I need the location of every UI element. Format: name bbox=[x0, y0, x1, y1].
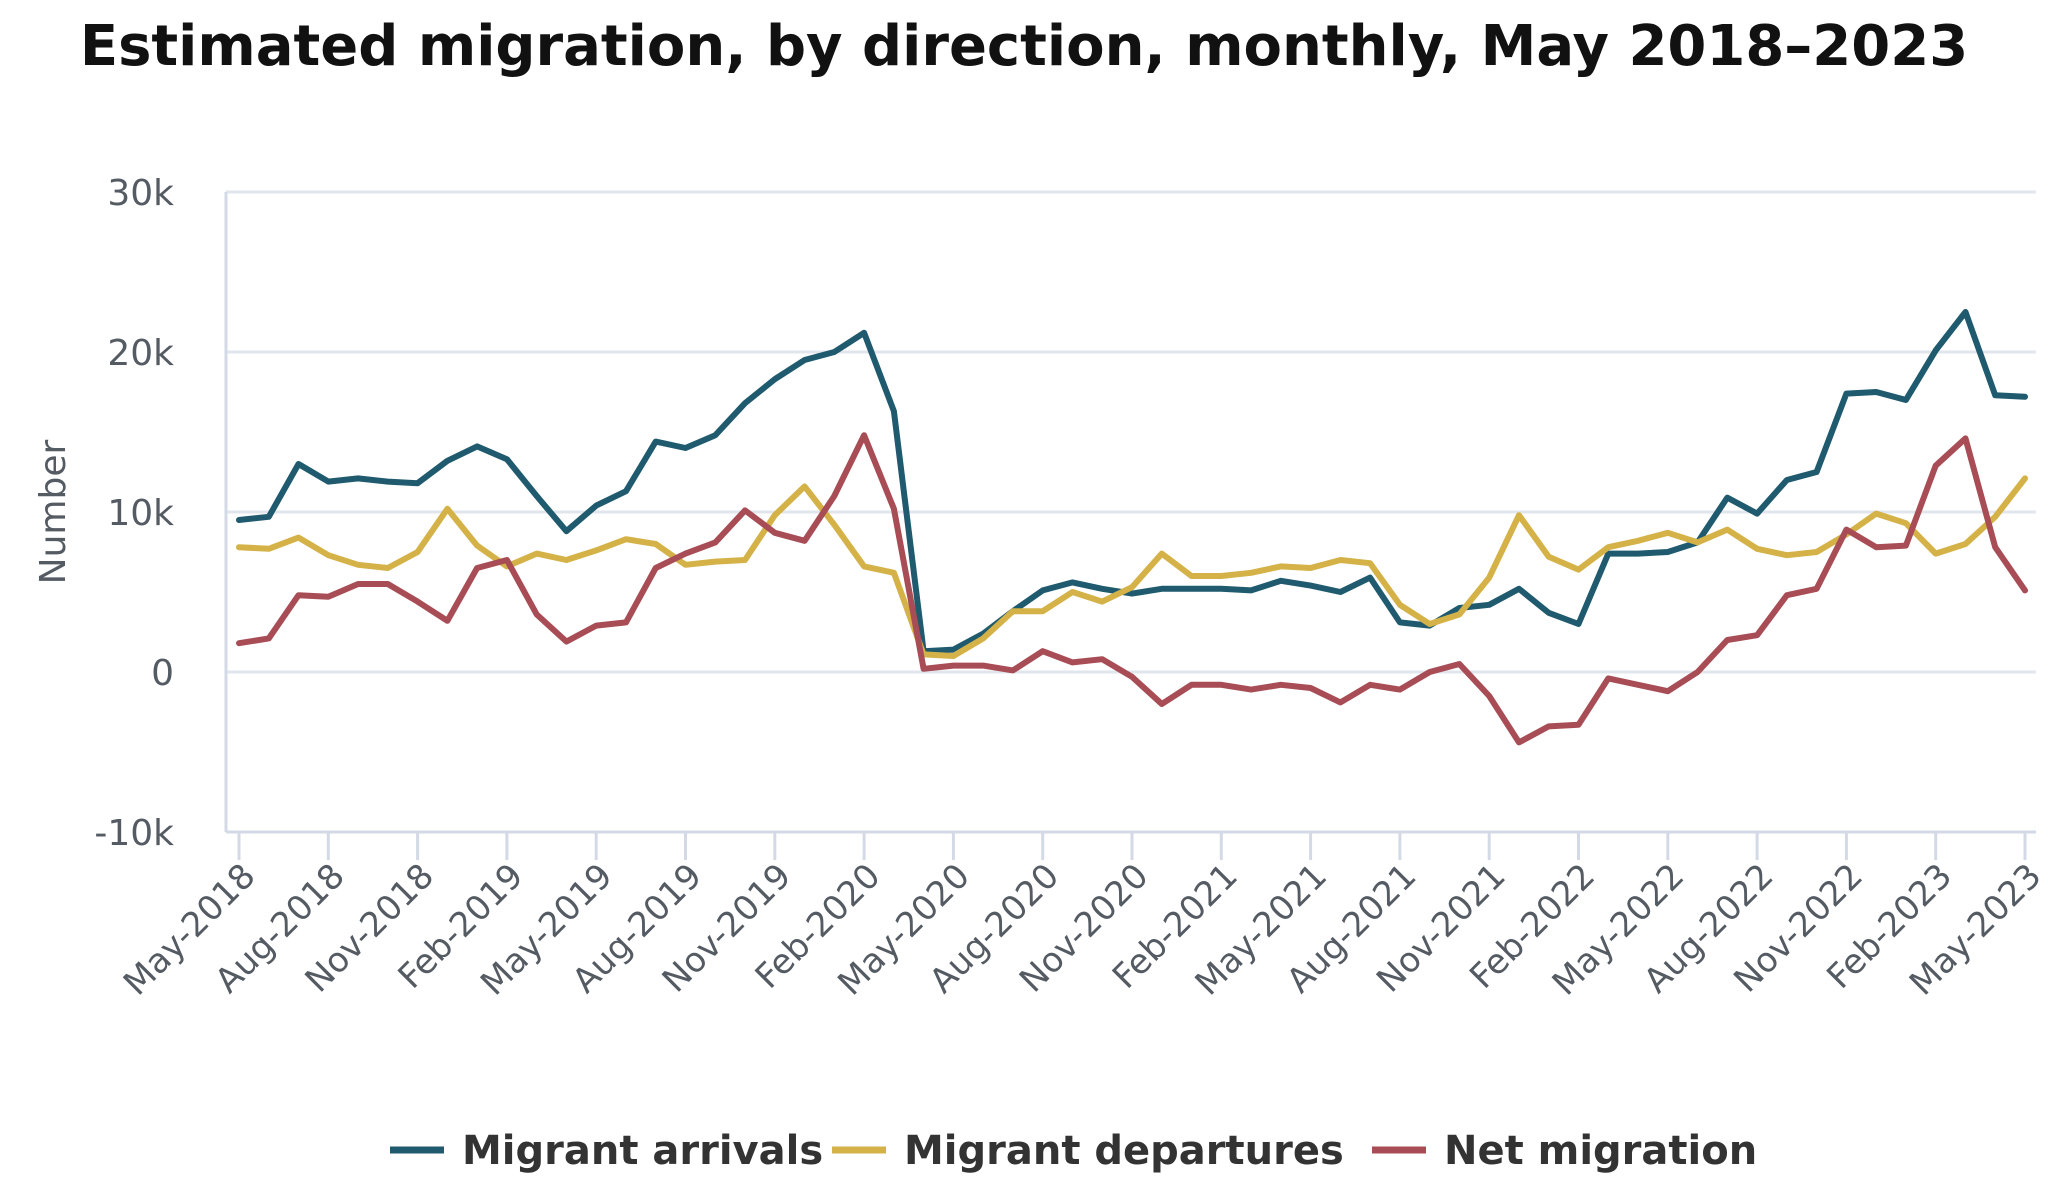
chart-title: Estimated migration, by direction, month… bbox=[79, 14, 1969, 79]
legend-item: Net migration bbox=[1372, 1128, 1757, 1174]
axes: 30k20k10k0-10kMay-2018Aug-2018Nov-2018Fe… bbox=[33, 173, 2048, 1004]
series-line-migrant-departures bbox=[236, 475, 2028, 659]
y-tick-label: -10k bbox=[94, 813, 174, 854]
y-tick-label: 30k bbox=[107, 173, 174, 214]
y-tick-label: 0 bbox=[151, 653, 174, 694]
legend-item: Migrant arrivals bbox=[390, 1128, 823, 1174]
legend-item: Migrant departures bbox=[832, 1128, 1344, 1174]
y-tick-label: 20k bbox=[107, 333, 174, 374]
legend-label: Net migration bbox=[1444, 1128, 1757, 1174]
series-line-net-migration bbox=[236, 432, 2028, 746]
legend-label: Migrant arrivals bbox=[462, 1128, 823, 1174]
gridlines bbox=[226, 190, 2036, 834]
series-line-migrant-arrivals bbox=[236, 309, 2028, 655]
y-axis-title: Number bbox=[33, 439, 74, 584]
series-lines bbox=[236, 309, 2028, 746]
y-tick-label: 10k bbox=[107, 493, 174, 534]
legend-label: Migrant departures bbox=[904, 1128, 1344, 1174]
legend: Migrant arrivals Migrant departures Net mi… bbox=[390, 1128, 1757, 1174]
